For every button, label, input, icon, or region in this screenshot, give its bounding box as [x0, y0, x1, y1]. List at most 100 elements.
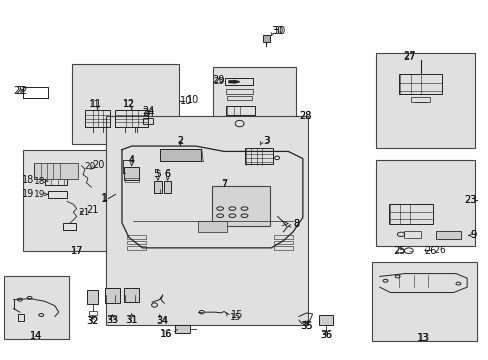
Bar	[63, 223, 75, 230]
Text: 22: 22	[15, 86, 27, 96]
Text: 7: 7	[221, 179, 227, 189]
Bar	[273, 246, 292, 249]
Bar	[212, 67, 295, 173]
Bar	[48, 191, 66, 198]
Text: 2: 2	[177, 136, 183, 145]
Text: 5: 5	[153, 169, 159, 179]
Text: 11: 11	[90, 99, 102, 109]
Text: 20: 20	[84, 162, 96, 171]
FancyArrow shape	[228, 80, 239, 83]
Text: 28: 28	[298, 111, 311, 121]
Bar	[175, 325, 189, 333]
Text: 12: 12	[122, 99, 135, 109]
Bar	[126, 246, 146, 249]
Bar	[224, 78, 252, 85]
Bar	[124, 167, 139, 180]
Text: 19: 19	[34, 190, 46, 199]
Text: 10: 10	[180, 96, 192, 107]
Text: 36: 36	[320, 330, 332, 341]
Bar	[319, 315, 332, 325]
Text: 9: 9	[469, 230, 476, 240]
Bar	[159, 149, 201, 161]
Bar	[198, 221, 227, 232]
Text: 4: 4	[128, 155, 135, 165]
Text: 27: 27	[403, 51, 415, 61]
Text: 3: 3	[263, 136, 269, 146]
Text: 28: 28	[298, 111, 311, 121]
Bar	[225, 106, 255, 115]
Text: 33: 33	[106, 315, 118, 325]
Text: 15: 15	[229, 313, 241, 322]
Text: 15: 15	[230, 310, 243, 320]
Text: 17: 17	[70, 247, 83, 256]
Text: 32: 32	[86, 316, 99, 326]
Text: 34: 34	[156, 316, 168, 326]
Bar	[388, 203, 432, 224]
Text: 21: 21	[79, 208, 90, 217]
Bar	[45, 177, 67, 185]
Text: 2: 2	[177, 136, 183, 146]
Bar	[85, 110, 110, 127]
Bar	[273, 235, 292, 239]
Bar	[34, 163, 78, 179]
Text: 24: 24	[142, 108, 154, 118]
Text: 31: 31	[125, 315, 138, 325]
Bar	[375, 160, 474, 246]
Text: 33: 33	[106, 315, 118, 324]
Text: 10: 10	[187, 95, 199, 105]
Bar	[211, 186, 270, 226]
Text: 30: 30	[271, 26, 284, 36]
Text: 36: 36	[320, 331, 331, 340]
Bar	[153, 181, 162, 193]
Text: 13: 13	[416, 333, 428, 343]
Bar	[23, 150, 127, 251]
Bar	[126, 241, 146, 244]
Text: 17: 17	[70, 247, 83, 256]
Bar	[87, 291, 98, 304]
Text: 11: 11	[89, 100, 101, 109]
Text: 23: 23	[463, 195, 475, 204]
Text: 12: 12	[123, 100, 134, 109]
Text: 29: 29	[213, 77, 224, 86]
Bar	[410, 97, 429, 102]
Text: 14: 14	[30, 332, 42, 342]
Bar	[375, 53, 474, 148]
Text: 31: 31	[126, 315, 137, 324]
Text: 18: 18	[22, 175, 34, 185]
Text: 18: 18	[34, 176, 46, 185]
Text: 25: 25	[394, 246, 405, 255]
Text: ← 26: ← 26	[424, 246, 445, 255]
Text: 22: 22	[14, 86, 26, 96]
Bar	[23, 87, 48, 98]
Bar	[273, 241, 292, 244]
Bar	[435, 231, 460, 239]
Text: 20: 20	[92, 160, 104, 170]
Text: 7: 7	[221, 180, 226, 189]
Bar	[262, 35, 269, 42]
Text: 16: 16	[160, 329, 172, 339]
Bar	[126, 235, 146, 239]
Text: 16: 16	[161, 330, 172, 339]
Text: 30: 30	[273, 26, 285, 36]
Text: 9: 9	[469, 230, 476, 240]
Text: 25: 25	[393, 246, 405, 256]
Text: 24: 24	[142, 106, 154, 116]
Bar	[143, 118, 153, 124]
Bar	[244, 148, 273, 165]
Text: 6: 6	[164, 169, 170, 179]
Bar	[403, 231, 420, 238]
Text: 35: 35	[300, 321, 312, 332]
Text: 34: 34	[156, 315, 167, 324]
Bar	[226, 96, 252, 100]
Text: 5: 5	[155, 170, 161, 179]
Bar	[115, 110, 148, 127]
Bar	[124, 178, 138, 182]
Bar	[89, 311, 97, 315]
Bar	[105, 288, 119, 302]
Text: 4: 4	[129, 156, 134, 165]
Bar	[106, 116, 307, 325]
Text: 26: 26	[424, 246, 436, 256]
Text: 6: 6	[164, 170, 170, 179]
Text: 13: 13	[417, 333, 429, 343]
Text: 1: 1	[101, 194, 107, 203]
